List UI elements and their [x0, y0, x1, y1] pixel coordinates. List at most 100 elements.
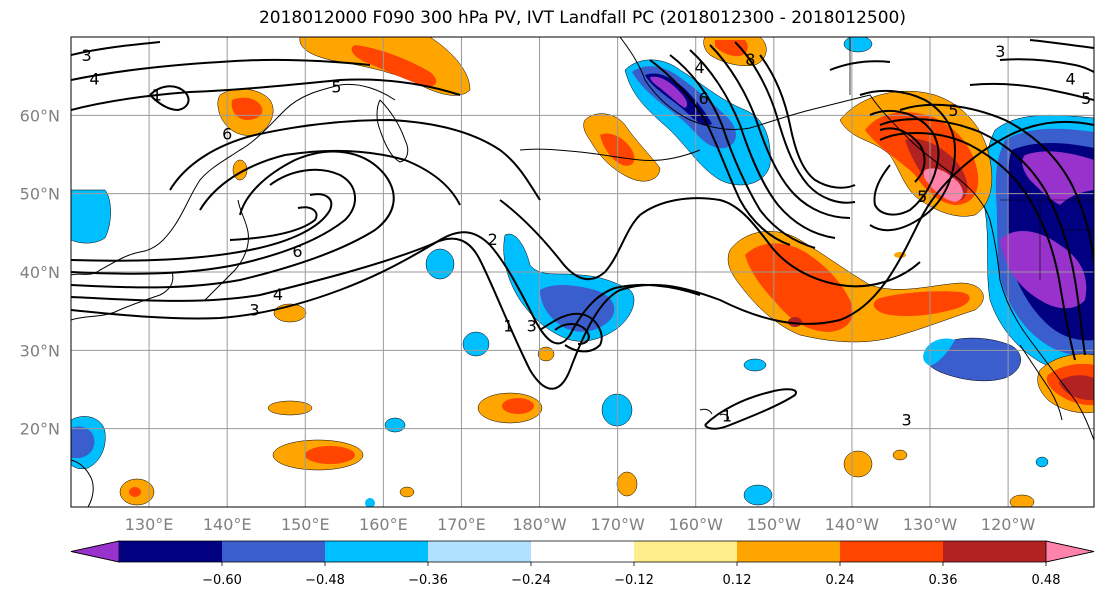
colorbar-swatch-5	[531, 541, 635, 562]
colorbar-swatch-9	[943, 541, 1047, 562]
lat-label-0: 20°N	[20, 420, 60, 439]
colorbar-tick-label-4: −0.12	[614, 573, 654, 588]
pv-contour-29	[999, 58, 1094, 73]
positive-anomaly-okhotsk-red	[351, 45, 437, 87]
negative-anomaly-blob-3	[601, 393, 633, 427]
colorbar-swatch-2	[222, 541, 326, 562]
lon-label-6: 170°W	[590, 515, 645, 534]
positive-anomaly-blob-10	[1009, 494, 1035, 507]
lon-label-10: 130°W	[903, 515, 958, 534]
contour-label-5: 6	[292, 242, 302, 261]
pv-contour-14	[539, 312, 603, 353]
positive-anomaly-blob-12	[892, 449, 908, 461]
pv-contour-26	[879, 118, 1086, 356]
colorbar-tick-label-7: 0.36	[929, 573, 958, 588]
colorbar-outline	[70, 540, 1095, 563]
positive-anomaly-blob-7	[843, 450, 873, 478]
colorbar-swatch-6	[634, 541, 738, 562]
map-gridlines	[71, 37, 1094, 507]
contour-label-12: 6	[698, 89, 708, 108]
positive-anomaly-north-edge-red	[715, 40, 748, 57]
contour-label-20: 1	[722, 406, 732, 425]
contour-label-3: 1	[152, 85, 162, 104]
colorbar-tick-label-6: 0.24	[826, 573, 855, 588]
negative-anomaly-philippine-sea-core	[71, 426, 95, 458]
pv-contour-17	[669, 54, 816, 249]
colorbar-tick-label-8: 0.48	[1032, 573, 1061, 588]
pv-contour-6	[229, 206, 318, 241]
lat-label-3: 50°N	[20, 185, 60, 204]
pv-contour-24	[879, 127, 926, 183]
colorbar-swatch-7	[737, 541, 841, 562]
contour-label-6: 3	[249, 301, 259, 320]
negative-anomaly-baja	[925, 337, 1021, 382]
positive-anomaly-blob-2-red	[502, 398, 534, 414]
positive-anomaly-subtropical-plume-red	[745, 243, 853, 332]
pv-contour-8	[199, 149, 461, 211]
colorbar-swatch-0	[70, 540, 120, 563]
pv-contour-2	[71, 231, 701, 345]
pv-contour-28	[969, 82, 1094, 101]
pv-contour-18	[689, 49, 836, 239]
contour-label-19: 3	[995, 42, 1005, 61]
colorbar-swatch-10	[1045, 540, 1095, 563]
colorbar-swatch-4	[428, 541, 532, 562]
contour-label-15: 5	[948, 101, 958, 120]
pv-contour-3	[71, 150, 395, 289]
contour-label-4: 6	[222, 124, 232, 143]
coastline-aleutians	[519, 148, 701, 161]
contour-label-16: 3	[901, 410, 911, 429]
lat-label-4: 60°N	[20, 106, 60, 125]
coastline-alaska	[619, 37, 871, 131]
pv-contour-9	[71, 78, 461, 111]
positive-anomaly-blob-8	[537, 346, 555, 362]
pv-contour-16	[649, 59, 791, 246]
longitude-labels: 130°E 140°E 150°E 160°E 170°E 180°W 170°W 160°W…	[125, 515, 1036, 534]
positive-anomaly-blob-6	[616, 471, 638, 497]
contour-label-17: 4	[1065, 70, 1075, 89]
coastline-east-asia	[71, 83, 396, 276]
lon-label-5: 180°W	[512, 515, 567, 534]
colorbar-tick-label-5: 0.12	[723, 573, 752, 588]
coastline-baja	[1019, 344, 1063, 421]
colorbar-swatch-8	[840, 541, 944, 562]
latitude-labels: 20°N 30°N 40°N 50°N 60°N	[20, 106, 60, 438]
negative-anomaly-blob-8	[1035, 456, 1049, 468]
coastlines	[71, 37, 1094, 507]
colorbar-swatch-3	[325, 541, 429, 562]
map-title: 2018012000 F090 300 hPa PV, IVT Landfall…	[258, 8, 906, 28]
colorbar-tick-label-2: −0.36	[408, 573, 448, 588]
lon-label-0: 130°E	[125, 515, 174, 534]
colorbar-tick-label-1: −0.48	[305, 573, 345, 588]
pv-contour-4	[71, 168, 356, 275]
contour-label-18: 5	[1081, 89, 1091, 108]
pv-contour-30	[1029, 39, 1094, 49]
contour-label-8: 2	[488, 230, 498, 249]
pv-contour-31	[704, 388, 797, 430]
contour-label-14: 5	[917, 187, 927, 206]
pv-contour-32	[829, 60, 891, 71]
lat-label-1: 30°N	[20, 341, 60, 360]
contour-label-13: 8	[745, 50, 755, 69]
pv-contour-25	[879, 132, 1076, 361]
pv-contour-11	[71, 41, 161, 56]
positive-anomaly-blob-3	[267, 400, 313, 416]
negative-anomaly-blob-1	[425, 248, 455, 280]
contour-label-1: 4	[89, 70, 99, 89]
positive-anomaly-blob-1-red	[305, 446, 355, 464]
pv-contour-15	[554, 323, 590, 345]
negative-anomaly-west-coast-purple-2	[1000, 230, 1087, 309]
lat-label-2: 40°N	[20, 263, 60, 282]
positive-anomaly-darkred-spot	[788, 317, 802, 327]
pv-contour-10	[71, 58, 371, 81]
colorbar-tick-label-0: −0.60	[202, 573, 242, 588]
negative-anomaly-blob-5	[743, 484, 773, 506]
pv-contour-27	[899, 103, 1094, 263]
lon-label-9: 140°W	[825, 515, 880, 534]
colorbar-swatch-1	[119, 541, 223, 562]
negative-anomaly-blob-6	[743, 358, 767, 372]
coastline-hawaii-1	[699, 408, 713, 415]
pv-contour-13	[499, 197, 921, 288]
contour-label-0: 3	[82, 46, 92, 65]
